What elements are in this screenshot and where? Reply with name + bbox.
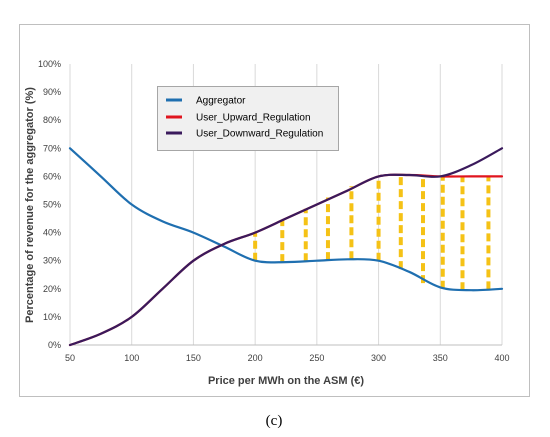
y-tick-label: 0% [48, 340, 61, 350]
y-axis-title: Percentage of revenue for the aggregator… [24, 87, 36, 323]
series-line-aggregator [68, 147, 504, 292]
y-tick-label: 50% [43, 200, 61, 210]
x-tick-label: 300 [371, 353, 386, 363]
series-line-user-downward-regulation [68, 147, 504, 347]
legend-label-aggregator: Aggregator [196, 96, 246, 107]
x-tick-label: 200 [248, 353, 263, 363]
chart-border [19, 24, 530, 397]
shaded-band [253, 174, 491, 291]
legend: Aggregator User_Upward_Regulation User_D… [157, 86, 339, 151]
y-tick-label: 60% [43, 171, 61, 181]
legend-label-user-upward-regulation: User_Upward_Regulation [196, 113, 311, 124]
x-axis-title: Price per MWh on the ASM (€) [208, 375, 364, 387]
legend-box [157, 86, 339, 151]
y-tick-label: 100% [38, 59, 61, 69]
x-tick-label: 50 [65, 353, 75, 363]
x-tick-labels: 50 100 150 200 250 300 350 400 [65, 353, 510, 363]
x-tick-label: 250 [309, 353, 324, 363]
legend-label-user-downward-regulation: User_Downward_Regulation [196, 129, 323, 140]
x-tick-label: 100 [124, 353, 139, 363]
x-tick-label: 150 [186, 353, 201, 363]
y-tick-label: 90% [43, 87, 61, 97]
x-tick-label: 350 [433, 353, 448, 363]
figure-caption: (c) [266, 413, 283, 429]
y-tick-label: 10% [43, 312, 61, 322]
series-lines [68, 147, 504, 347]
y-tick-label: 40% [43, 228, 61, 238]
y-tick-label: 70% [43, 143, 61, 153]
x-tick-label: 400 [494, 353, 509, 363]
y-tick-labels: 0% 10% 20% 30% 40% 50% 60% 70% 80% 90% 100% [38, 59, 61, 350]
y-tick-label: 30% [43, 256, 61, 266]
y-tick-label: 20% [43, 284, 61, 294]
y-tick-label: 80% [43, 115, 61, 125]
